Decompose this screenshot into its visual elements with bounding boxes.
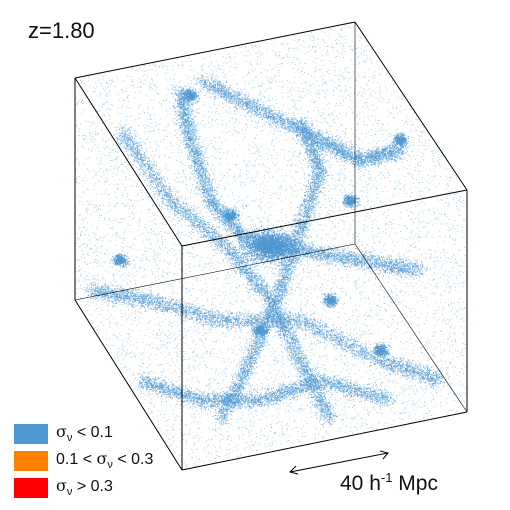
legend-item-low: σν < 0.1 <box>14 420 153 447</box>
legend-swatch-high <box>14 478 48 498</box>
cube-edge-front-top <box>182 190 467 246</box>
legend-label-high: σν > 0.3 <box>56 476 113 498</box>
redshift-label: z=1.80 <box>28 18 95 44</box>
particle-distribution <box>70 20 471 473</box>
cube-edge-top-left <box>75 22 355 78</box>
legend: σν < 0.1 0.1 < σν < 0.3 σν > 0.3 <box>14 420 153 501</box>
cube-edge-top-front <box>75 78 182 246</box>
scale-bar-label: 40 h-1 Mpc <box>340 470 438 496</box>
legend-swatch-low <box>14 424 48 444</box>
legend-swatch-mid <box>14 451 48 471</box>
legend-label-low: σν < 0.1 <box>56 422 113 444</box>
legend-item-mid: 0.1 < σν < 0.3 <box>14 447 153 474</box>
legend-label-mid: 0.1 < σν < 0.3 <box>56 449 153 471</box>
legend-item-high: σν > 0.3 <box>14 474 153 501</box>
cube-edge-back-1 <box>75 244 355 300</box>
